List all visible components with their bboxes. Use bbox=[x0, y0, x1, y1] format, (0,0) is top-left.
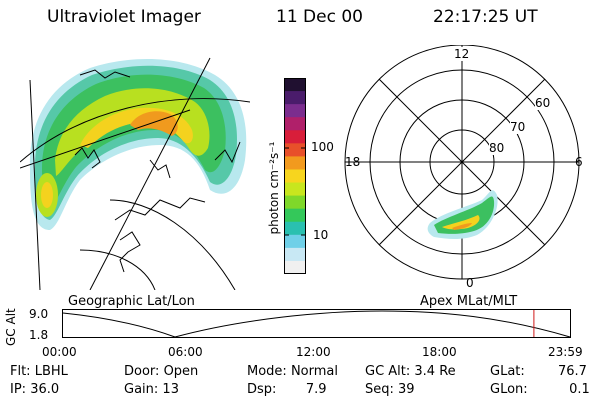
gain-label: Gain: bbox=[124, 382, 159, 397]
glon-label: GLon: bbox=[490, 382, 528, 397]
glat-value: 76.7 bbox=[557, 364, 587, 379]
glon-value: 0.1 bbox=[569, 382, 590, 397]
mlt-label-18: 18 bbox=[345, 155, 361, 169]
door-label: Door: bbox=[124, 364, 160, 379]
mlt-label-0: 0 bbox=[466, 276, 474, 290]
colorbar-band bbox=[284, 130, 306, 144]
colorbar-band bbox=[284, 182, 306, 197]
colorbar-unit-label: photon cm⁻²s⁻¹ bbox=[267, 141, 281, 235]
filter-label: Flt: bbox=[10, 364, 31, 379]
colorbar-band bbox=[284, 78, 306, 92]
polar-plot bbox=[344, 45, 580, 280]
colorbar-band bbox=[284, 221, 306, 236]
gain-info: Gain: 13 bbox=[124, 382, 179, 397]
gc-alt-tick-low: 1.8 bbox=[29, 328, 49, 342]
seq-info: Seq: 39 bbox=[365, 382, 415, 397]
gc-alt-value: 3.4 Re bbox=[414, 364, 456, 379]
colorbar-tick-10: 10 bbox=[313, 228, 329, 242]
gain-value: 13 bbox=[162, 382, 179, 397]
mlat-label-60: 60 bbox=[535, 96, 551, 110]
time-tick-1800: 18:00 bbox=[422, 345, 457, 359]
gc-alt-tick-high: 9.0 bbox=[29, 307, 49, 321]
door-value: Open bbox=[163, 364, 199, 379]
colorbar-band bbox=[284, 156, 306, 170]
colorbar-band bbox=[284, 169, 306, 184]
glon-info: GLon: 0.1 bbox=[490, 382, 590, 397]
colorbar-band bbox=[284, 260, 306, 274]
colorbar-band bbox=[284, 104, 306, 118]
altitude-timeline bbox=[62, 309, 571, 338]
colorbar-band bbox=[284, 234, 306, 249]
colorbar-band bbox=[284, 208, 306, 223]
date-label: 11 Dec 00 bbox=[276, 7, 363, 27]
glat-label: GLat: bbox=[490, 364, 525, 379]
instrument-title: Ultraviolet Imager bbox=[47, 7, 201, 27]
ip-info: IP: 36.0 bbox=[10, 382, 59, 397]
apex-caption: Apex MLat/MLT bbox=[420, 294, 518, 309]
mode-label: Mode: bbox=[247, 364, 287, 379]
colorbar bbox=[284, 78, 306, 274]
colorbar-band bbox=[284, 143, 306, 157]
mode-info: Mode: Normal bbox=[247, 364, 338, 379]
filter-value: LBHL bbox=[34, 364, 68, 379]
colorbar-band bbox=[284, 247, 306, 262]
gc-alt-info: GC Alt: 3.4 Re bbox=[365, 364, 456, 379]
dsp-label: Dsp: bbox=[247, 382, 277, 397]
mlt-label-12: 12 bbox=[454, 47, 470, 61]
gc-alt-label: GC Alt: bbox=[365, 364, 411, 379]
time-tick-0000: 00:00 bbox=[42, 345, 77, 359]
ip-value: 36.0 bbox=[30, 382, 60, 397]
mlat-label-70: 70 bbox=[510, 120, 526, 134]
glat-info: GLat: 76.7 bbox=[490, 364, 587, 379]
seq-label: Seq: bbox=[365, 382, 394, 397]
gc-alt-axis-title: GC Alt bbox=[4, 308, 18, 346]
filter-info: Flt: LBHL bbox=[10, 364, 68, 379]
mode-value: Normal bbox=[290, 364, 338, 379]
geographic-caption: Geographic Lat/Lon bbox=[68, 294, 195, 309]
time-tick-0600: 06:00 bbox=[168, 345, 203, 359]
time-tick-2359: 23:59 bbox=[548, 345, 583, 359]
colorbar-band bbox=[284, 117, 306, 131]
ip-label: IP: bbox=[10, 382, 27, 397]
mlat-label-80: 80 bbox=[489, 141, 505, 155]
geographic-image-panel bbox=[20, 57, 250, 290]
colorbar-band bbox=[284, 91, 306, 105]
time-label: 22:17:25 UT bbox=[433, 7, 538, 27]
mlt-label-6: 6 bbox=[575, 155, 583, 169]
door-info: Door: Open bbox=[124, 364, 198, 379]
colorbar-tick-100: 100 bbox=[311, 140, 334, 154]
colorbar-band bbox=[284, 195, 306, 210]
time-tick-1200: 12:00 bbox=[296, 345, 331, 359]
dsp-value: 7.9 bbox=[305, 382, 327, 397]
seq-value: 39 bbox=[398, 382, 415, 397]
dsp-info: Dsp: 7.9 bbox=[247, 382, 327, 397]
